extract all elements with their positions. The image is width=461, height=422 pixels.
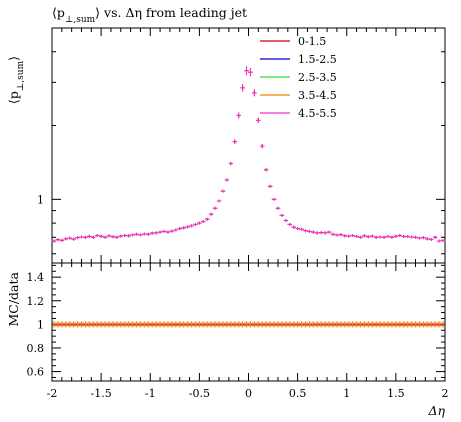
main-panel-y-ticks: 1 [37, 27, 445, 255]
x-tick-label: -1 [145, 387, 156, 400]
chart-title-main: ⟨p [52, 5, 65, 20]
x-tick-label: 1 [343, 387, 350, 400]
main-panel: 1 ⟨p⊥,sum⟩ [6, 27, 446, 264]
ratio-panel-y-ticks: 0.6 0.8 1 1.2 1.4 [27, 264, 445, 379]
legend-label: 4.5-5.5 [298, 107, 337, 120]
chart-title-subscript: ⊥,sum [65, 15, 96, 25]
main-y-label-rest: ⟩ [6, 56, 21, 61]
ratio-y-tick-label: 1.2 [27, 295, 45, 308]
legend-entry: 3.5-4.5 [260, 89, 337, 102]
legend-entry: 2.5-3.5 [260, 71, 337, 84]
main-y-label-subscript: ⊥,sum [16, 60, 26, 91]
main-data-points [51, 66, 446, 243]
x-tick-label: 0.5 [289, 387, 307, 400]
main-panel-x-ticks [51, 28, 446, 263]
ratio-panel: 0.6 0.8 1 1.2 1.4 MC/data [6, 262, 446, 382]
x-tick-label: 2 [442, 387, 449, 400]
chart-title: ⟨p⊥,sum⟩ vs. Δη from leading jet [52, 5, 247, 25]
ratio-band [53, 321, 444, 328]
x-axis-label: Δη [427, 403, 445, 418]
legend-label: 0-1.5 [298, 35, 326, 48]
ratio-y-tick-label: 0.8 [27, 342, 45, 355]
legend-label: 1.5-2.5 [298, 53, 337, 66]
main-y-label-group: ⟨p⊥,sum⟩ [6, 56, 26, 104]
x-axis: -2 -1.5 -1 -0.5 0 0.5 1 1.5 2 Δη [47, 387, 449, 418]
main-y-label-main: ⟨p [6, 91, 21, 104]
main-y-tick-label: 1 [37, 193, 44, 206]
legend-entry: 0-1.5 [260, 35, 326, 48]
ratio-y-tick-label: 0.6 [27, 366, 45, 379]
ratio-y-label: MC/data [6, 271, 21, 326]
legend: 0-1.5 1.5-2.5 2.5-3.5 3.5-4.5 4.5-5.5 [260, 35, 337, 120]
x-tick-label: -1.5 [91, 387, 112, 400]
x-tick-label: -2 [47, 387, 58, 400]
legend-label: 3.5-4.5 [298, 89, 337, 102]
ratio-panel-x-ticks [51, 263, 446, 381]
x-tick-label: 0 [245, 387, 252, 400]
x-tick-label: 1.5 [387, 387, 405, 400]
legend-label: 2.5-3.5 [298, 71, 337, 84]
legend-entry: 1.5-2.5 [260, 53, 337, 66]
legend-entry: 4.5-5.5 [260, 107, 337, 120]
x-tick-label: -0.5 [189, 387, 210, 400]
main-y-label: ⟨p⊥,sum⟩ [6, 56, 26, 104]
ratio-y-tick-label: 1 [37, 318, 44, 331]
chart-title-rest: ⟩ vs. Δη from leading jet [95, 5, 247, 20]
ratio-y-tick-label: 1.4 [27, 271, 45, 284]
chart-title-group: ⟨p⊥,sum⟩ vs. Δη from leading jet [52, 5, 247, 25]
main-panel-frame [51, 27, 446, 264]
